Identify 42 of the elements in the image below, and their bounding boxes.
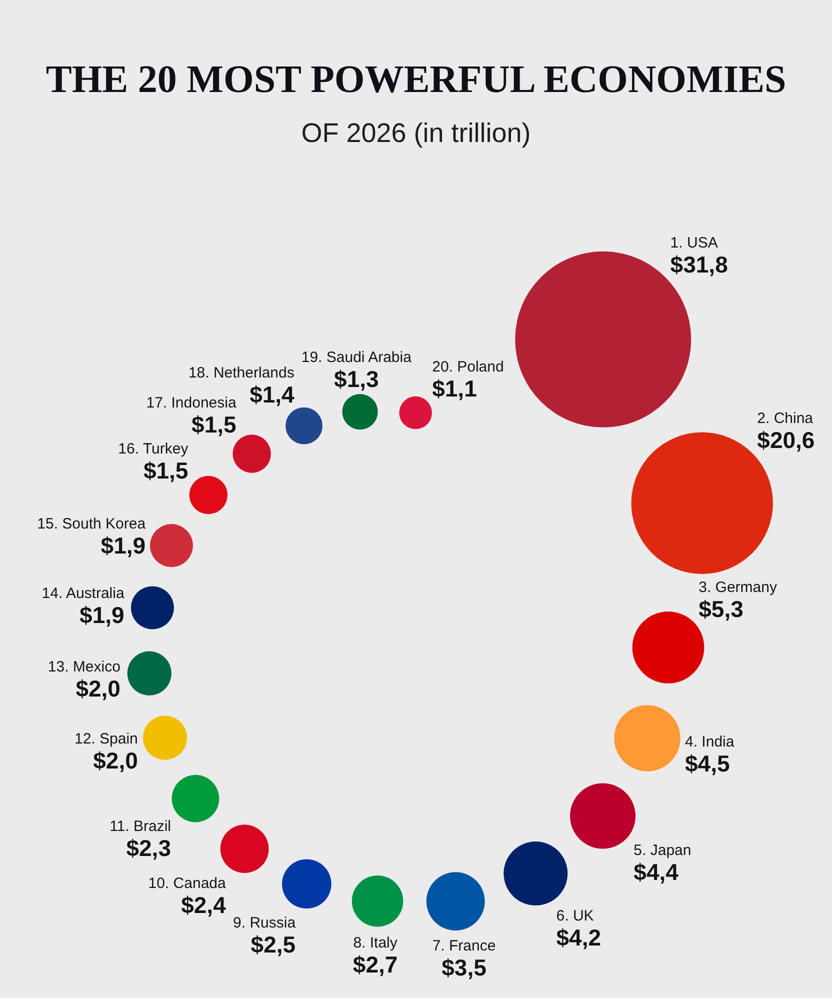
category-label: 9. Russia [233,914,296,932]
category-label: 20. Poland [432,358,504,376]
data-label: $2,5 [250,932,296,958]
text: THE 20 MOST POWERFUL ECONOMIES [46,58,786,101]
text: OF 2026 (in trillion) [301,118,531,148]
data-label: $2,3 [126,835,171,862]
data-label: $2,4 [181,892,226,918]
category-label: 6. UK [556,908,594,925]
data-label: $1,5 [192,412,237,438]
category-label: 11. Brazil [110,818,171,836]
data-label: $2,7 [352,952,398,978]
category-label: 17. Indonesia [146,394,237,412]
category-label: 10. Canada [148,874,226,892]
data-label: $20,6 [757,427,815,454]
category-label: 13. Mexico [48,658,120,676]
data-label: $1,3 [334,366,379,392]
category-label: 14. Australia [42,585,125,602]
category-label: 16. Turkey [118,440,189,458]
category-label: 19. Saudi Arabia [301,349,412,366]
data-label: $4,2 [556,924,602,951]
data-label: $31,8 [670,251,728,278]
data-label: $1,9 [100,532,146,559]
category-label: 7. France [432,938,496,955]
data-label: $1,1 [432,375,478,402]
category-label: 3. Germany [698,579,778,596]
data-label: $4,5 [685,750,730,777]
data-label: $5,3 [698,596,744,622]
data-label: $3,5 [442,954,487,981]
data-label: $1,5 [143,457,188,484]
category-label: 2. China [757,410,814,428]
data-label: $1,9 [80,602,124,628]
category-label: 12. Spain [74,730,138,748]
category-label: 15. South Korea [37,516,146,533]
category-label: 8. Italy [353,934,398,952]
data-label: $4,4 [634,858,679,885]
data-label: $2,0 [76,675,120,702]
data-label: $1,4 [250,381,295,408]
category-label: 4. India [685,734,735,751]
category-label: 1. USA [670,234,718,252]
category-label: 5. Japan [634,842,692,859]
data-label: $2,0 [93,747,138,774]
category-label: 18. Netherlands [188,364,294,382]
